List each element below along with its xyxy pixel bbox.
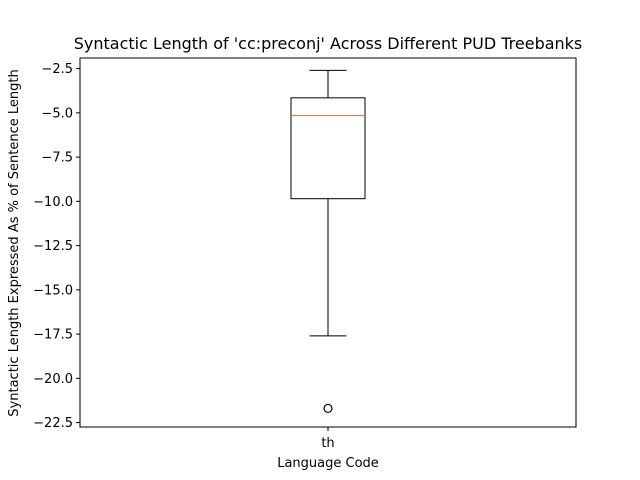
x-axis-ticks: th	[321, 427, 335, 451]
y-tick-label: −5.0	[41, 106, 73, 121]
x-tick-label: th	[321, 436, 334, 451]
y-tick-label: −12.5	[33, 239, 73, 254]
y-tick-label: −10.0	[33, 195, 73, 210]
y-tick-label: −7.5	[41, 151, 73, 166]
y-tick-label: −17.5	[33, 328, 73, 343]
y-tick-label: −22.5	[33, 416, 73, 431]
chart-title: Syntactic Length of 'cc:preconj' Across …	[74, 34, 583, 53]
plot-frame	[79, 57, 577, 428]
y-tick-label: −2.5	[41, 62, 73, 77]
x-axis-label: Language Code	[277, 456, 379, 471]
iqr-box	[290, 97, 366, 200]
y-tick-label: −15.0	[33, 283, 73, 298]
y-tick-label: −20.0	[33, 372, 73, 387]
y-axis-label: Syntactic Length Expressed As % of Sente…	[7, 69, 22, 416]
y-axis-ticks: −2.5 −5.0 −7.5 −10.0 −12.5 −15.0 −17.5 −20.0 −22…	[33, 62, 80, 431]
outlier-point	[323, 403, 333, 414]
plot-area	[290, 69, 366, 414]
box-th	[290, 69, 366, 414]
